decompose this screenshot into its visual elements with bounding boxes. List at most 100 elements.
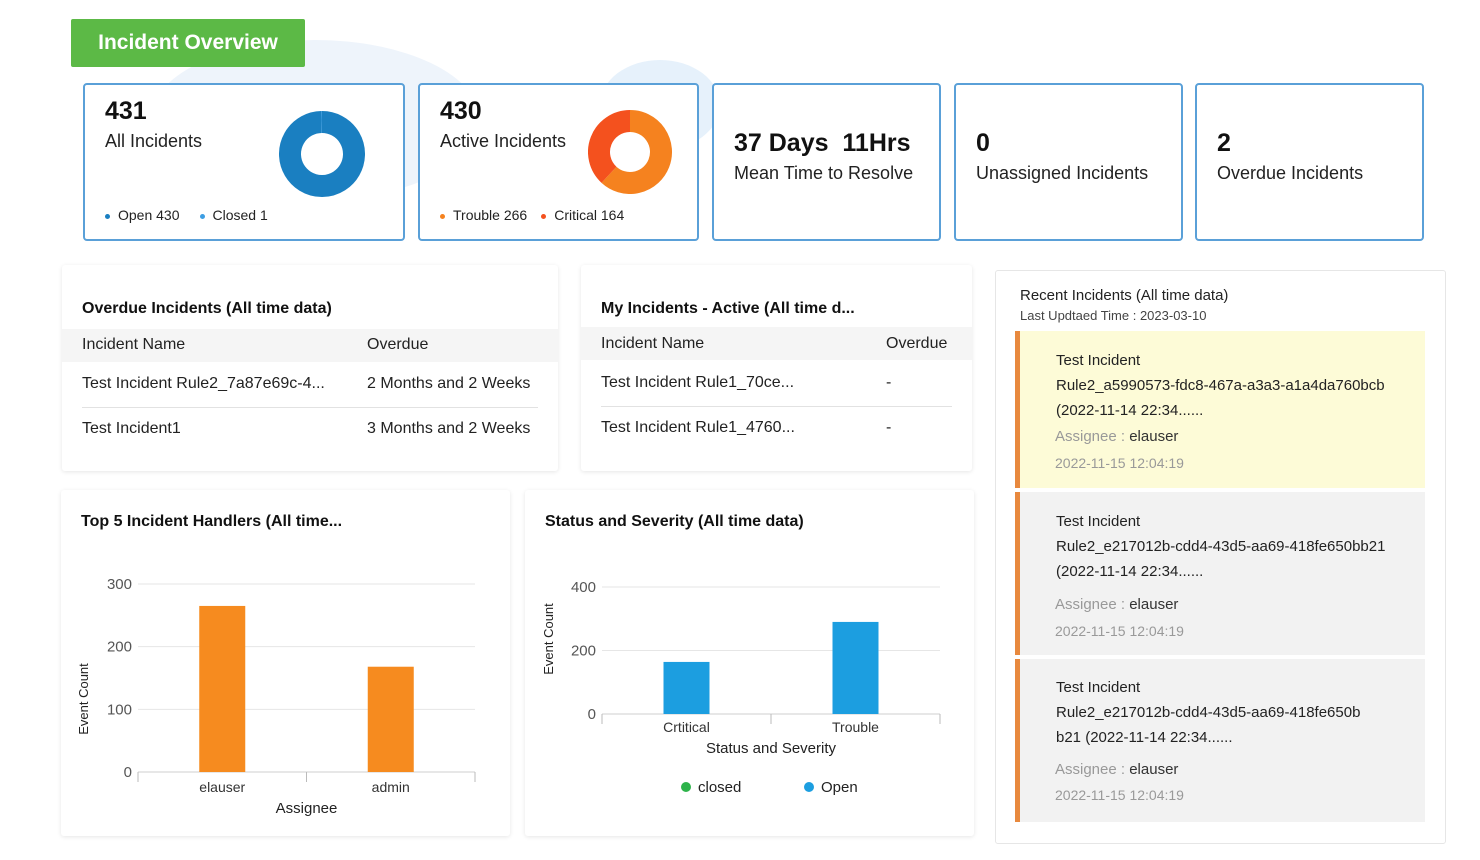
y-tick-label: 200 — [571, 643, 596, 660]
incident-title-line: Rule2_e217012b-cdd4-43d5-aa69-418fe650bb… — [1056, 538, 1386, 555]
incident-name-cell[interactable]: Test Incident Rule1_4760... — [601, 419, 795, 436]
incident-name-cell[interactable]: Test Incident Rule2_7a87e69c-4... — [82, 375, 325, 392]
incident-title-line: (2022-11-14 22:34...... — [1056, 563, 1204, 580]
y-tick-label: 200 — [107, 639, 132, 656]
assignee-info: Assignee : elauser — [1055, 596, 1178, 613]
incident-title-line: Test Incident — [1056, 352, 1141, 369]
table-header: Incident Name Overdue — [581, 327, 972, 360]
kpi-label: Overdue Incidents — [1217, 163, 1364, 183]
overdue-incidents-panel: Overdue Incidents (All time data) Incide… — [62, 265, 558, 471]
bar-crtitical[interactable] — [663, 661, 710, 714]
all-incidents-donut — [279, 111, 365, 197]
incident-title-line: (2022-11-14 22:34...... — [1056, 402, 1204, 419]
overdue-cell: 2 Months and 2 Weeks — [367, 375, 531, 392]
donut-legend: Open 430 Closed 1 — [105, 207, 268, 223]
donut-legend: Trouble 266 Critical 164 — [440, 207, 624, 223]
y-tick-label: 100 — [107, 701, 132, 718]
x-tick-label: admin — [372, 779, 410, 795]
kpi-value: 2 — [1217, 129, 1231, 157]
overdue-cell: - — [886, 374, 892, 391]
legend-dot — [440, 213, 445, 219]
legend-item-trouble: Trouble 266 — [440, 207, 527, 223]
status-severity-bar-chart: 0 200 400 Crtitical Trouble Status and Severi… — [541, 579, 941, 796]
column-header-overdue: Overdue — [886, 335, 948, 352]
y-tick-label: 0 — [588, 706, 596, 723]
legend-marker-closed[interactable] — [681, 782, 691, 792]
overdue-cell: - — [886, 419, 892, 436]
y-tick-label: 300 — [107, 576, 132, 593]
assignee-label: Assignee : — [1055, 428, 1126, 445]
incident-name-cell[interactable]: Test Incident Rule1_70ce... — [601, 374, 795, 391]
incident-title-line: Test Incident — [1056, 513, 1141, 530]
panel-title: Top 5 Incident Handlers (All time... — [81, 513, 343, 530]
bar-elauser[interactable] — [199, 605, 246, 772]
kpi-label: Active Incidents — [440, 131, 567, 151]
assignee-name: elauser — [1129, 428, 1179, 445]
x-tick-label: Crtitical — [663, 719, 710, 735]
panel-title: Status and Severity (All time data) — [545, 513, 804, 530]
legend-item-closed: Closed 1 — [199, 207, 268, 223]
bar-admin[interactable] — [367, 666, 414, 772]
assignee-info: Assignee : elauser — [1055, 428, 1178, 445]
handlers-bar-chart: 0 100 200 300 elauser admin Assignee Event Coun… — [76, 576, 476, 817]
status-severity-panel: Status and Severity (All time data) — [525, 490, 974, 836]
table-header: Incident Name Overdue — [62, 329, 558, 362]
recent-incident-card[interactable]: Test Incident Rule2_e217012b-cdd4-43d5-a… — [1015, 492, 1425, 655]
incident-title-line: Test Incident — [1056, 679, 1141, 696]
last-updated-time: Last Updtaed Time : 2023-03-10 — [1020, 308, 1207, 323]
legend-item-critical: Critical 164 — [541, 207, 624, 223]
incident-title-line: Rule2_a5990573-fdc8-467a-a3a3-a1a4da760b… — [1056, 377, 1385, 394]
kpi-value: 0 — [976, 129, 990, 157]
legend-item-open: Open 430 — [105, 207, 180, 223]
column-header-incident-name: Incident Name — [601, 335, 705, 352]
kpi-value: 430 — [440, 97, 482, 125]
kpi-label: All Incidents — [105, 131, 203, 151]
panel-title: My Incidents - Active (All time d... — [601, 300, 855, 317]
kpi-value: 37 Days 11Hrs — [734, 129, 911, 157]
legend-label: Open 430 — [118, 207, 180, 223]
x-axis-label: Status and Severity — [706, 740, 837, 757]
assignee-name: elauser — [1129, 596, 1179, 613]
y-axis-label: Event Count — [541, 603, 556, 675]
assignee-label: Assignee : — [1055, 596, 1126, 613]
incident-timestamp: 2022-11-15 12:04:19 — [1055, 787, 1184, 803]
legend-dot — [105, 213, 110, 219]
kpi-all-incidents[interactable]: 431 All Incidents Open 430 Closed 1 — [83, 83, 405, 241]
incident-name-cell[interactable]: Test Incident1 — [82, 420, 181, 437]
kpi-mean-time-to-resolve[interactable]: 37 Days 11Hrs Mean Time to Resolve — [712, 83, 941, 241]
donut-slice-critical — [588, 110, 631, 183]
top-handlers-panel: Top 5 Incident Handlers (All time... — [61, 490, 510, 836]
legend-label[interactable]: closed — [698, 779, 741, 796]
row-divider — [82, 407, 538, 408]
legend-label[interactable]: Open — [821, 779, 858, 796]
kpi-active-incidents[interactable]: 430 Active Incidents Trouble 266 Critica… — [418, 83, 699, 241]
legend-dot — [199, 213, 205, 219]
y-axis-label: Event Count — [76, 663, 91, 735]
x-tick-label: elauser — [199, 779, 245, 795]
recent-incident-card[interactable]: Test Incident Rule2_a5990573-fdc8-467a-a… — [1015, 331, 1425, 488]
legend-label: Closed 1 — [212, 207, 268, 223]
bar-trouble[interactable] — [832, 621, 879, 714]
donut-slice-trouble — [601, 110, 672, 194]
active-incidents-donut — [588, 110, 672, 194]
incident-title-line: Rule2_e217012b-cdd4-43d5-aa69-418fe650b — [1056, 704, 1361, 721]
legend-marker-open[interactable] — [804, 782, 814, 792]
assignee-info: Assignee : elauser — [1055, 761, 1178, 778]
assignee-label: Assignee : — [1055, 761, 1126, 778]
recent-incident-card[interactable]: Test Incident Rule2_e217012b-cdd4-43d5-a… — [1015, 659, 1425, 822]
kpi-label: Unassigned Incidents — [976, 163, 1149, 183]
overdue-cell: 3 Months and 2 Weeks — [367, 420, 531, 437]
donut-slice-open — [279, 111, 365, 197]
legend-dot — [541, 213, 547, 219]
y-tick-label: 0 — [124, 764, 132, 781]
legend-label: Trouble 266 — [453, 207, 528, 223]
x-tick-label: Trouble — [832, 719, 879, 735]
incident-title-line: b21 (2022-11-14 22:34...... — [1056, 729, 1233, 746]
kpi-value: 431 — [105, 97, 147, 125]
y-tick-label: 400 — [571, 579, 596, 596]
column-header-overdue: Overdue — [367, 336, 429, 353]
kpi-unassigned-incidents[interactable]: 0 Unassigned Incidents — [954, 83, 1183, 241]
kpi-overdue-incidents[interactable]: 2 Overdue Incidents — [1195, 83, 1424, 241]
row-divider — [601, 406, 952, 407]
panel-title: Recent Incidents (All time data) — [1020, 287, 1229, 304]
